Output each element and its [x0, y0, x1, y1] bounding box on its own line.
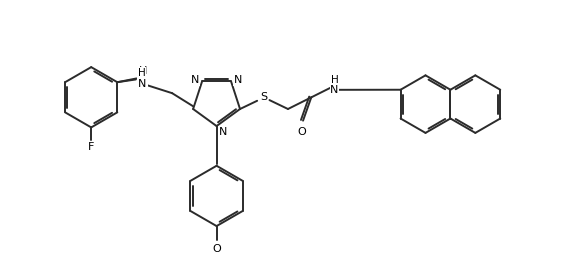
Text: O: O — [297, 127, 306, 137]
Text: H: H — [138, 68, 146, 78]
Text: N: N — [138, 79, 146, 89]
Text: O: O — [212, 244, 221, 254]
Text: F: F — [88, 143, 95, 153]
Text: S: S — [260, 92, 267, 102]
Text: H
N: H N — [139, 66, 148, 88]
Text: N: N — [191, 75, 199, 85]
Text: H: H — [331, 75, 339, 85]
Text: N: N — [331, 85, 339, 95]
Text: N: N — [234, 75, 242, 85]
Text: N: N — [219, 127, 227, 137]
